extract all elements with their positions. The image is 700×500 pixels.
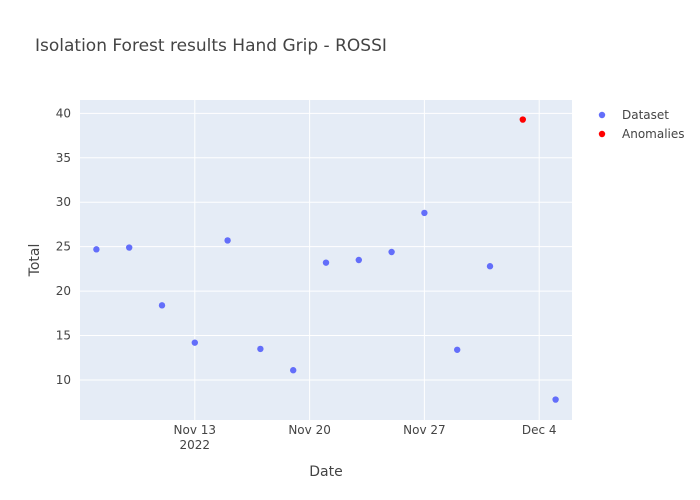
data-point	[290, 367, 297, 374]
y-axis-ticks: 10 15 20 25 30 35 40	[56, 106, 71, 387]
x-tick-label: Nov 20	[288, 423, 331, 437]
legend[interactable]: Dataset Anomalies	[598, 108, 685, 141]
legend-marker	[598, 130, 606, 138]
data-points	[93, 116, 559, 403]
data-point	[454, 346, 461, 353]
x-axis-title: Date	[309, 464, 342, 480]
chart-title: Isolation Forest results Hand Grip - ROS…	[35, 36, 387, 56]
y-tick-label: 35	[56, 151, 71, 165]
data-point	[486, 263, 494, 270]
data-point	[93, 246, 100, 253]
y-tick-label: 40	[56, 106, 71, 120]
legend-label: Dataset	[622, 108, 669, 122]
data-point	[257, 345, 264, 353]
grid	[80, 100, 572, 420]
y-axis-title: Total	[27, 244, 43, 278]
data-point	[355, 256, 362, 264]
data-point	[388, 248, 395, 256]
data-point	[322, 259, 330, 266]
y-tick-label: 15	[56, 329, 71, 343]
data-point	[224, 237, 231, 244]
y-tick-label: 20	[56, 284, 71, 298]
y-tick-label: 25	[56, 240, 71, 254]
x-tick-label: Dec 4	[522, 423, 557, 437]
x-tick-year-label: 2022	[180, 438, 211, 452]
legend-label: Anomalies	[622, 127, 685, 141]
x-tick-label: Nov 13	[174, 423, 217, 437]
legend-marker	[598, 111, 606, 119]
x-tick-label: Nov 27	[403, 423, 446, 437]
data-point	[191, 339, 198, 346]
y-tick-label: 10	[56, 373, 71, 387]
data-point	[421, 209, 428, 217]
data-point	[519, 116, 526, 123]
data-point	[126, 244, 133, 251]
data-point	[158, 302, 166, 309]
data-point	[552, 396, 559, 403]
y-tick-label: 30	[56, 195, 71, 209]
